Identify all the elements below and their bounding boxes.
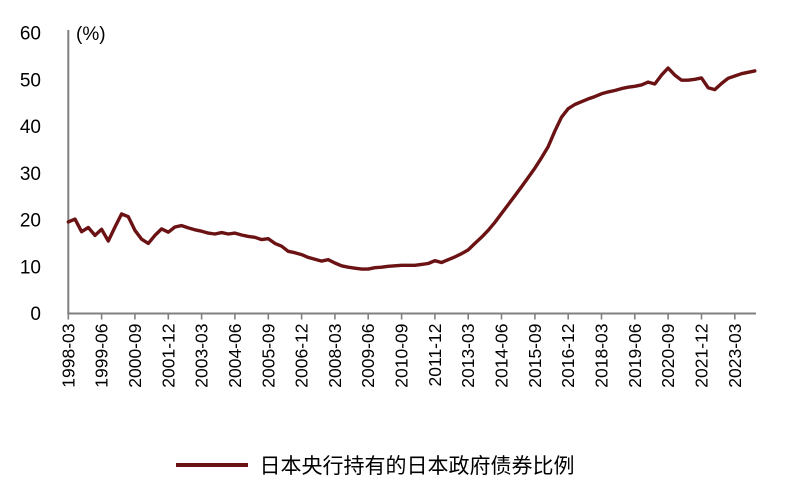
y-axis-unit-label: (%) xyxy=(76,24,106,45)
x-tick-label: 2021-12 xyxy=(692,324,712,388)
x-tick-label: 2005-09 xyxy=(258,324,278,388)
x-tick-label: 2004-06 xyxy=(225,324,245,388)
x-tick-label: 1998-03 xyxy=(58,324,78,388)
legend-line-swatch xyxy=(175,463,248,467)
x-tick-label: 2010-09 xyxy=(392,324,412,388)
x-tick-label: 1999-06 xyxy=(92,324,112,388)
x-tick-label: 2023-03 xyxy=(725,324,745,388)
y-tick-label: 30 xyxy=(20,164,41,185)
x-tick-label: 2016-12 xyxy=(558,324,578,388)
x-tick-label: 2018-03 xyxy=(592,324,612,388)
x-tick-label: 2008-03 xyxy=(325,324,345,388)
y-tick-label: 10 xyxy=(20,257,41,278)
x-tick-label: 2013-03 xyxy=(458,324,478,388)
x-tick-label: 2006-12 xyxy=(292,324,312,388)
x-tick-label: 2015-09 xyxy=(525,324,545,388)
x-tick-label: 2001-12 xyxy=(158,324,178,388)
legend-series-label: 日本央行持有的日本政府债券比例 xyxy=(259,455,575,478)
x-tick-label: 2009-06 xyxy=(358,324,378,388)
y-tick-label: 0 xyxy=(30,304,41,325)
x-tick-label: 2011-12 xyxy=(425,324,445,387)
x-tick-label: 2019-06 xyxy=(625,324,645,388)
x-tick-label: 2003-03 xyxy=(192,324,212,388)
y-tick-label: 60 xyxy=(20,24,41,45)
x-tick-label: 2014-06 xyxy=(492,324,512,388)
series-line xyxy=(66,66,757,271)
y-tick-label: 40 xyxy=(20,117,41,138)
x-tick-label: 2000-09 xyxy=(125,324,145,388)
y-tick-label: 20 xyxy=(20,211,41,232)
legend: 日本央行持有的日本政府债券比例 xyxy=(0,450,768,480)
x-tick-label: 2020-09 xyxy=(658,324,678,388)
y-tick-label: 50 xyxy=(20,70,41,91)
